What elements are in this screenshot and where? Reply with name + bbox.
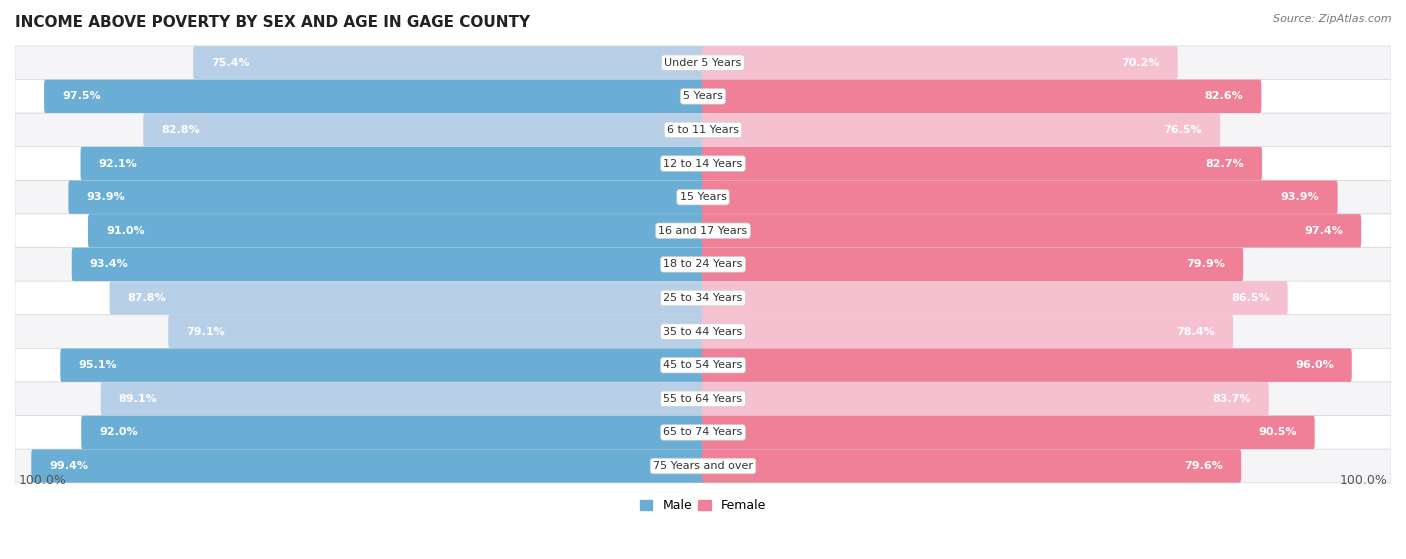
Text: 6 to 11 Years: 6 to 11 Years	[666, 125, 740, 135]
Text: 100.0%: 100.0%	[18, 474, 66, 487]
Text: 18 to 24 Years: 18 to 24 Years	[664, 259, 742, 269]
Text: 12 to 14 Years: 12 to 14 Years	[664, 159, 742, 169]
FancyBboxPatch shape	[702, 449, 1241, 482]
Text: 96.0%: 96.0%	[1295, 360, 1334, 370]
FancyBboxPatch shape	[89, 214, 704, 248]
Text: 89.1%: 89.1%	[120, 394, 157, 404]
FancyBboxPatch shape	[15, 248, 1391, 281]
Text: 83.7%: 83.7%	[1212, 394, 1251, 404]
Text: 93.9%: 93.9%	[1281, 192, 1319, 202]
FancyBboxPatch shape	[15, 214, 1391, 248]
Text: 82.6%: 82.6%	[1205, 91, 1243, 101]
FancyBboxPatch shape	[15, 79, 1391, 113]
FancyBboxPatch shape	[702, 147, 1263, 180]
Text: 79.1%: 79.1%	[187, 326, 225, 337]
FancyBboxPatch shape	[15, 348, 1391, 382]
Text: 65 to 74 Years: 65 to 74 Years	[664, 428, 742, 437]
FancyBboxPatch shape	[60, 348, 704, 382]
Text: 92.1%: 92.1%	[98, 159, 138, 169]
Text: 95.1%: 95.1%	[79, 360, 117, 370]
FancyBboxPatch shape	[702, 80, 1261, 113]
Text: 78.4%: 78.4%	[1177, 326, 1215, 337]
Text: 82.8%: 82.8%	[162, 125, 200, 135]
FancyBboxPatch shape	[702, 46, 1178, 79]
FancyBboxPatch shape	[110, 281, 704, 315]
Text: 45 to 54 Years: 45 to 54 Years	[664, 360, 742, 370]
Text: INCOME ABOVE POVERTY BY SEX AND AGE IN GAGE COUNTY: INCOME ABOVE POVERTY BY SEX AND AGE IN G…	[15, 15, 530, 30]
Text: 75.4%: 75.4%	[211, 58, 250, 68]
FancyBboxPatch shape	[193, 46, 704, 79]
Text: 82.7%: 82.7%	[1205, 159, 1244, 169]
FancyBboxPatch shape	[702, 248, 1243, 281]
FancyBboxPatch shape	[702, 281, 1288, 315]
FancyBboxPatch shape	[169, 315, 704, 348]
Text: 99.4%: 99.4%	[49, 461, 89, 471]
FancyBboxPatch shape	[15, 181, 1391, 214]
FancyBboxPatch shape	[82, 416, 704, 449]
Text: 15 Years: 15 Years	[679, 192, 727, 202]
FancyBboxPatch shape	[15, 449, 1391, 483]
Text: 16 and 17 Years: 16 and 17 Years	[658, 226, 748, 236]
FancyBboxPatch shape	[143, 113, 704, 146]
Text: 5 Years: 5 Years	[683, 91, 723, 101]
FancyBboxPatch shape	[702, 315, 1233, 348]
Text: 100.0%: 100.0%	[1340, 474, 1388, 487]
FancyBboxPatch shape	[702, 416, 1315, 449]
FancyBboxPatch shape	[15, 281, 1391, 315]
FancyBboxPatch shape	[31, 449, 704, 482]
FancyBboxPatch shape	[44, 80, 704, 113]
Text: 25 to 34 Years: 25 to 34 Years	[664, 293, 742, 303]
FancyBboxPatch shape	[15, 315, 1391, 348]
Text: 93.4%: 93.4%	[90, 259, 128, 269]
Text: 55 to 64 Years: 55 to 64 Years	[664, 394, 742, 404]
FancyBboxPatch shape	[15, 113, 1391, 147]
FancyBboxPatch shape	[702, 181, 1337, 214]
Text: 93.9%: 93.9%	[87, 192, 125, 202]
FancyBboxPatch shape	[101, 382, 704, 415]
FancyBboxPatch shape	[702, 382, 1268, 415]
Text: 97.5%: 97.5%	[62, 91, 101, 101]
Legend: Male, Female: Male, Female	[636, 494, 770, 518]
Text: Under 5 Years: Under 5 Years	[665, 58, 741, 68]
Text: 97.4%: 97.4%	[1305, 226, 1343, 236]
Text: 92.0%: 92.0%	[100, 428, 138, 437]
FancyBboxPatch shape	[15, 415, 1391, 449]
FancyBboxPatch shape	[702, 348, 1351, 382]
FancyBboxPatch shape	[72, 248, 704, 281]
Text: 35 to 44 Years: 35 to 44 Years	[664, 326, 742, 337]
FancyBboxPatch shape	[15, 46, 1391, 79]
FancyBboxPatch shape	[702, 214, 1361, 248]
FancyBboxPatch shape	[702, 113, 1220, 146]
Text: 91.0%: 91.0%	[105, 226, 145, 236]
FancyBboxPatch shape	[15, 147, 1391, 181]
Text: 86.5%: 86.5%	[1232, 293, 1270, 303]
Text: 90.5%: 90.5%	[1258, 428, 1296, 437]
Text: Source: ZipAtlas.com: Source: ZipAtlas.com	[1274, 14, 1392, 24]
Text: 75 Years and over: 75 Years and over	[652, 461, 754, 471]
FancyBboxPatch shape	[80, 147, 704, 180]
Text: 79.6%: 79.6%	[1184, 461, 1223, 471]
Text: 70.2%: 70.2%	[1121, 58, 1160, 68]
FancyBboxPatch shape	[69, 181, 704, 214]
Text: 87.8%: 87.8%	[128, 293, 166, 303]
Text: 76.5%: 76.5%	[1164, 125, 1202, 135]
FancyBboxPatch shape	[15, 382, 1391, 415]
Text: 79.9%: 79.9%	[1187, 259, 1225, 269]
